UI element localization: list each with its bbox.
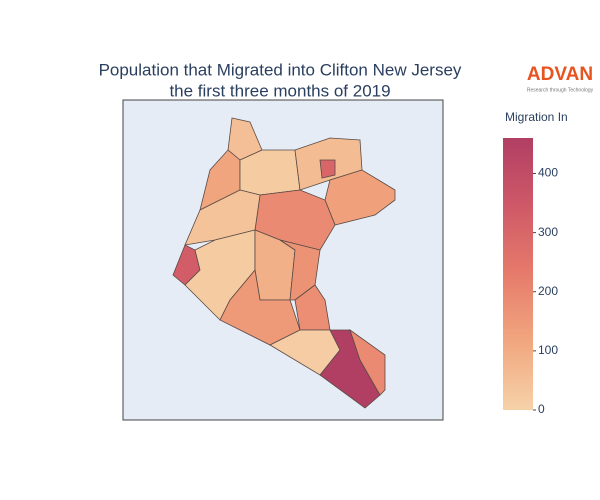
colorbar-tick-label: 200: [538, 284, 558, 298]
region: [239, 149, 301, 196]
colorbar-tick-label: 400: [538, 166, 558, 180]
chart-title: the first three months of 2019: [169, 81, 390, 100]
region: [319, 159, 336, 179]
colorbar-tick-label: 0: [538, 402, 545, 416]
colorbar-title: Migration In: [505, 110, 568, 124]
colorbar: [503, 138, 533, 410]
logo-tagline: Research through Technology: [527, 87, 594, 93]
region: [294, 284, 331, 331]
logo-name: ADVAN: [527, 64, 593, 85]
chart-title: Population that Migrated into Clifton Ne…: [99, 60, 462, 79]
colorbar-tick-label: 100: [538, 343, 558, 357]
region: [219, 269, 301, 346]
region: [349, 328, 386, 396]
colorbar-tick-label: 300: [538, 225, 558, 239]
